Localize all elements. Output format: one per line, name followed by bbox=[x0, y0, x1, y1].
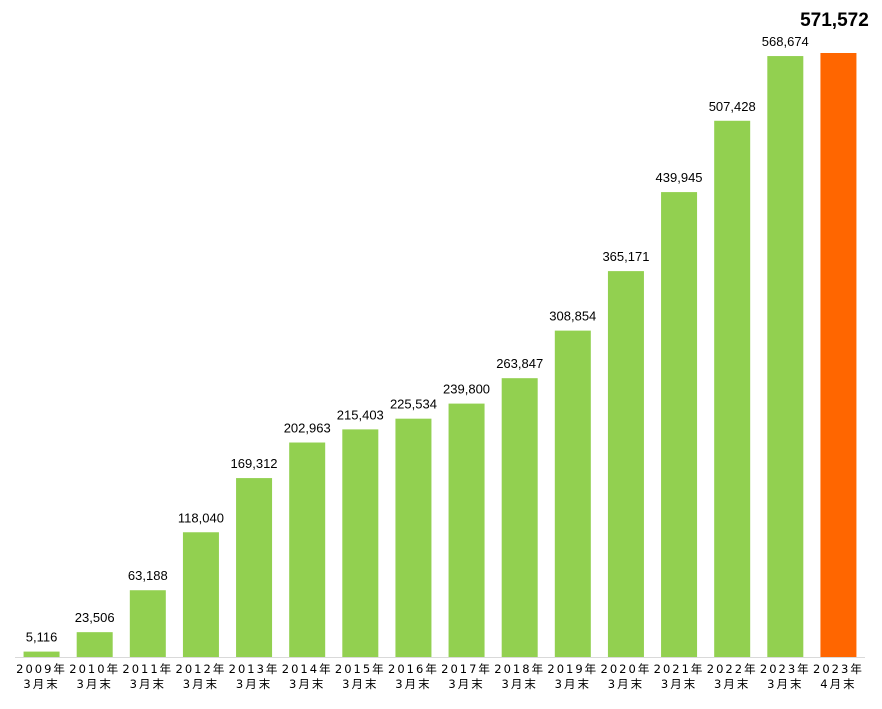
x-tick-label-4-line-1: 3月末 bbox=[236, 677, 272, 691]
data-label-8: 239,800 bbox=[443, 382, 490, 397]
data-label-12: 439,945 bbox=[656, 170, 703, 185]
x-tick-label-1-line-0: 2010年 bbox=[69, 662, 120, 676]
value-labels-group: 5,116 23,506 63,188 118,040 169,312 202,963 21… bbox=[26, 10, 869, 645]
bar-2 bbox=[129, 590, 166, 657]
x-tick-label-6-line-1: 3月末 bbox=[342, 677, 378, 691]
bar-14 bbox=[767, 56, 804, 658]
bar-4 bbox=[236, 478, 273, 657]
bar-5 bbox=[289, 442, 326, 657]
x-tick-label-2-line-0: 2011年 bbox=[122, 662, 173, 676]
x-tick-label-14-line-0: 2023年 bbox=[760, 662, 811, 676]
data-label-15: 571,572 bbox=[800, 10, 869, 31]
x-tick-label-11-line-1: 3月末 bbox=[608, 677, 644, 691]
bars-group bbox=[23, 53, 857, 658]
x-tick-label-5-line-0: 2014年 bbox=[282, 662, 333, 676]
bar-8 bbox=[448, 403, 485, 657]
data-label-4: 169,312 bbox=[231, 456, 278, 471]
data-label-9: 263,847 bbox=[496, 356, 543, 371]
bar-6 bbox=[342, 429, 379, 657]
x-tick-label-0-line-0: 2009年 bbox=[16, 662, 67, 676]
x-tick-label-12-line-0: 2021年 bbox=[654, 662, 705, 676]
data-label-7: 225,534 bbox=[390, 397, 437, 412]
x-tick-label-12-line-1: 3月末 bbox=[661, 677, 697, 691]
data-label-11: 365,171 bbox=[602, 249, 649, 264]
data-label-5: 202,963 bbox=[284, 421, 331, 436]
x-tick-label-13-line-0: 2022年 bbox=[707, 662, 758, 676]
x-tick-label-10-line-1: 3月末 bbox=[555, 677, 591, 691]
data-label-13: 507,428 bbox=[709, 99, 756, 114]
bar-0 bbox=[23, 651, 60, 657]
x-tick-label-15-line-0: 2023年 bbox=[813, 662, 864, 676]
data-label-3: 118,040 bbox=[178, 510, 224, 525]
x-tick-label-14-line-1: 3月末 bbox=[767, 677, 803, 691]
x-tick-label-7-line-0: 2016年 bbox=[388, 662, 439, 676]
x-tick-label-13-line-1: 3月末 bbox=[714, 677, 750, 691]
x-tick-label-4-line-0: 2013年 bbox=[229, 662, 280, 676]
x-tick-label-9-line-1: 3月末 bbox=[502, 677, 538, 691]
x-tick-label-8-line-1: 3月末 bbox=[448, 677, 484, 691]
x-tick-label-7-line-1: 3月末 bbox=[395, 677, 431, 691]
bar-12 bbox=[661, 192, 698, 657]
x-tick-label-1-line-1: 3月末 bbox=[77, 677, 113, 691]
x-tick-label-9-line-0: 2018年 bbox=[494, 662, 545, 676]
x-tick-label-6-line-0: 2015年 bbox=[335, 662, 386, 676]
data-label-0: 5,116 bbox=[26, 630, 58, 645]
x-tick-label-8-line-0: 2017年 bbox=[441, 662, 492, 676]
bar-13 bbox=[714, 120, 751, 657]
x-tick-label-5-line-1: 3月末 bbox=[289, 677, 325, 691]
bar-15 bbox=[820, 53, 857, 657]
x-tick-label-3-line-0: 2012年 bbox=[176, 662, 227, 676]
x-tick-labels-group: 2009年3月末2010年3月末2011年3月末2012年3月末2013年3月末… bbox=[16, 662, 864, 691]
x-tick-label-2-line-1: 3月末 bbox=[130, 677, 166, 691]
data-label-2: 63,188 bbox=[128, 568, 168, 583]
x-tick-label-15-line-1: 4月末 bbox=[820, 677, 856, 691]
data-label-10: 308,854 bbox=[549, 309, 596, 324]
x-tick-label-0-line-1: 3月末 bbox=[23, 677, 59, 691]
x-tick-label-11-line-0: 2020年 bbox=[601, 662, 652, 676]
bar-11 bbox=[607, 271, 644, 657]
bar-10 bbox=[554, 330, 591, 657]
bar-3 bbox=[182, 532, 219, 657]
x-tick-label-10-line-0: 2019年 bbox=[547, 662, 598, 676]
data-label-1: 23,506 bbox=[75, 610, 115, 625]
x-tick-label-3-line-1: 3月末 bbox=[183, 677, 219, 691]
bar-7 bbox=[395, 418, 432, 657]
bar-1 bbox=[76, 632, 113, 657]
bar-9 bbox=[501, 378, 538, 657]
data-label-14: 568,674 bbox=[762, 34, 809, 49]
data-label-6: 215,403 bbox=[337, 407, 384, 422]
